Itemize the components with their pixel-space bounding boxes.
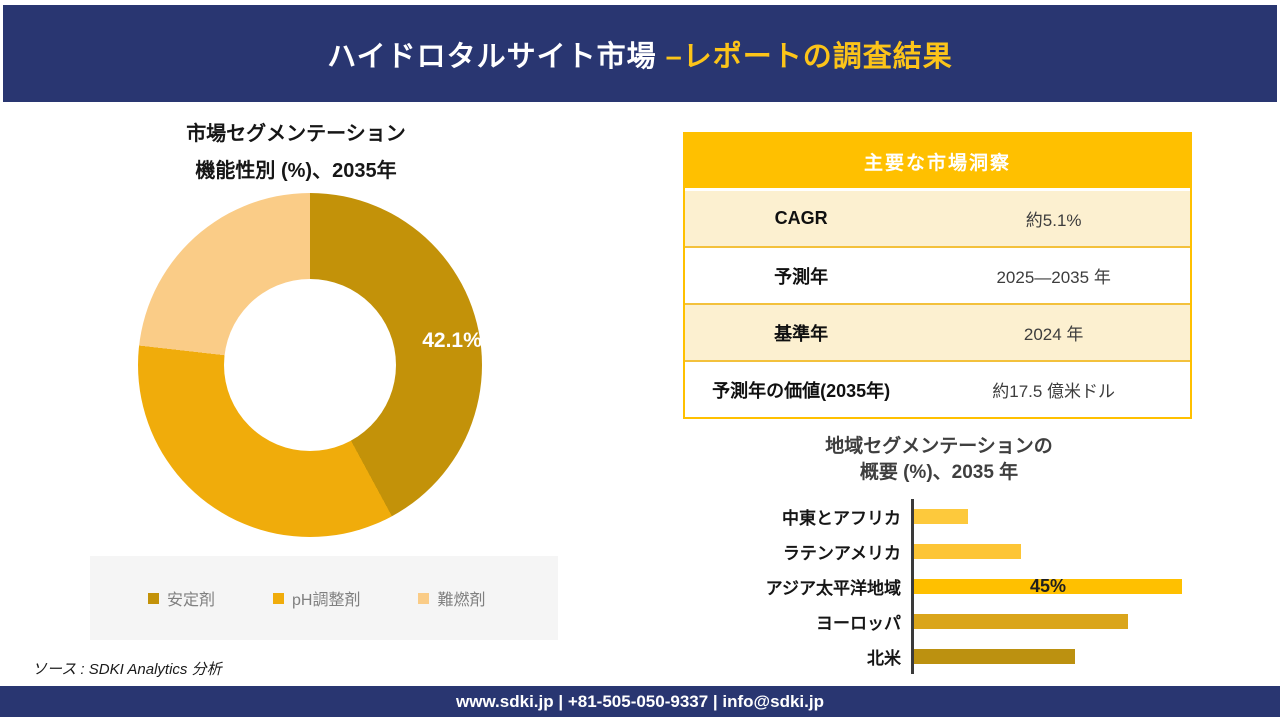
- bar-category-label: 中東とアフリカ: [782, 509, 901, 528]
- donut-legend: 安定剤 pH調整剤 難燃剤: [90, 556, 558, 640]
- bar-chart-title: 地域セグメンテーションの 概要 (%)、2035 年: [683, 434, 1195, 485]
- legend-item-stabilizer: 安定剤: [148, 586, 215, 610]
- legend-swatch-icon: [418, 592, 430, 604]
- bar-category-label: 北米: [867, 649, 901, 668]
- donut-slice-label: 42.1%: [422, 329, 482, 352]
- table-header: 主要な市場洞察: [685, 134, 1190, 191]
- source-note: ソース : SDKI Analytics 分析: [32, 661, 222, 678]
- regional-bar-chart: 中東とアフリカ ラテンアメリカアジア太平洋地域 45% ヨーロッパ北米: [683, 499, 1195, 674]
- bar: 45%: [914, 576, 1182, 596]
- bar-category-label: アジア太平洋地域: [765, 579, 901, 598]
- bar: [914, 614, 1128, 629]
- bar-data-label: 45%: [1029, 576, 1067, 596]
- page-title: ハイドロタルサイト市場 –レポートの調査結果: [327, 33, 953, 75]
- page-title-main: ハイドロタルサイト市場: [327, 40, 666, 73]
- bar-track: [911, 604, 1195, 639]
- table-row-value: 2025—2035 年: [996, 268, 1111, 287]
- legend-item-ph-adjuster: pH調整剤: [273, 586, 360, 610]
- legend-label: pH調整剤: [292, 592, 361, 609]
- bar-row: ヨーロッパ: [683, 604, 1195, 639]
- table-row: 予測年 2025—2035 年: [685, 246, 1190, 303]
- table-row: 基準年 2024 年: [685, 303, 1190, 360]
- footer-contact: www.sdki.jp | +81-505-050-9337 | info@sd…: [456, 691, 824, 711]
- table-row-value: 約5.1%: [1025, 211, 1082, 230]
- bar-category-label: ラテンアメリカ: [782, 544, 901, 563]
- donut-chart-title-line2: 機能性別 (%)、2035年: [195, 160, 397, 182]
- page-title-accent: –レポートの調査結果: [665, 40, 953, 73]
- bar-track: [911, 499, 1195, 534]
- bar-row: ラテンアメリカ: [683, 534, 1195, 569]
- table-row: 予測年の価値(2035年) 約17.5 億米ドル: [685, 360, 1190, 417]
- bar-row: 北米: [683, 639, 1195, 674]
- legend-item-flame-retardant: 難燃剤: [418, 586, 486, 610]
- donut-chart-title: 市場セグメンテーション 機能性別 (%)、2035年: [76, 116, 516, 190]
- donut-chart-title-line1: 市場セグメンテーション: [186, 123, 406, 145]
- table-body: CAGR 約5.1% 予測年 2025—2035 年基準年 2024 年予測年の価値(2…: [685, 191, 1190, 417]
- header-banner: ハイドロタルサイト市場 –レポートの調査結果: [3, 5, 1277, 102]
- bar: [914, 544, 1021, 559]
- key-insights-table: 主要な市場洞察 CAGR 約5.1% 予測年 2025—2035 年基準年 2024 年…: [683, 132, 1192, 419]
- bar-row: アジア太平洋地域 45%: [683, 569, 1195, 604]
- table-row-label: 予測年: [774, 266, 829, 287]
- legend-label: 安定剤: [167, 592, 216, 609]
- bar-chart-title-line2: 概要 (%)、2035 年: [859, 461, 1019, 483]
- bar-chart-title-line1: 地域セグメンテーションの: [825, 436, 1053, 457]
- legend-swatch-icon: [148, 592, 159, 604]
- footer-bar: www.sdki.jp | +81-505-050-9337 | info@sd…: [0, 686, 1280, 717]
- bar: [914, 649, 1075, 664]
- bar-row: 中東とアフリカ: [683, 499, 1195, 534]
- table-row-label: 予測年の価値(2035年): [712, 380, 891, 401]
- bar-track: 45%: [911, 569, 1195, 604]
- table-row-label: CAGR: [774, 208, 828, 228]
- donut-chart: 42.1%: [138, 193, 482, 537]
- table-row-value: 約17.5 億米ドル: [992, 382, 1116, 401]
- table-row: CAGR 約5.1%: [685, 191, 1190, 246]
- bar-track: [911, 639, 1195, 674]
- bar-track: [911, 534, 1195, 569]
- bar: [914, 509, 968, 524]
- table-row-value: 2024 年: [1023, 325, 1084, 344]
- table-row-label: 基準年: [774, 323, 829, 344]
- legend-label: 難燃剤: [437, 592, 486, 609]
- legend-swatch-icon: [273, 592, 285, 604]
- bar-category-label: ヨーロッパ: [816, 614, 901, 633]
